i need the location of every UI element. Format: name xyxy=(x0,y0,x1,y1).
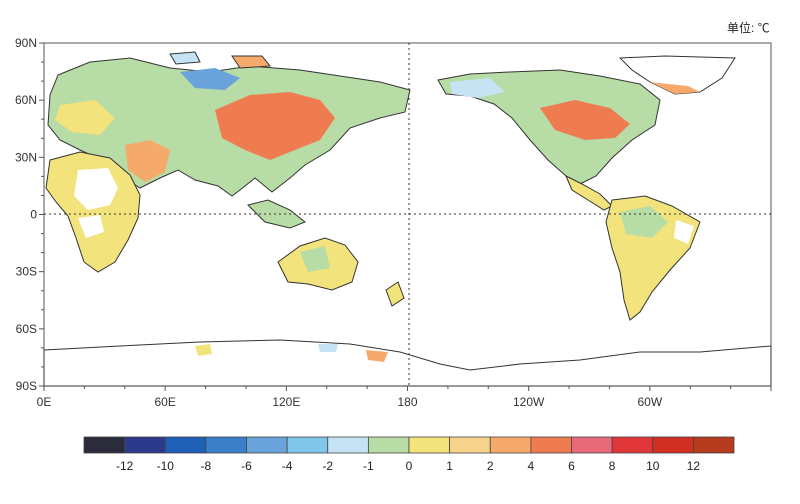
lon-axis: 0E 60E 120E 180 120W 60W xyxy=(37,386,772,409)
north-america-warm-region xyxy=(540,100,630,140)
central-africa-blank-region xyxy=(78,215,104,238)
colorbar-swatch xyxy=(286,436,329,454)
greenland-warm-rim xyxy=(650,82,700,94)
lat-label: 60N xyxy=(15,93,37,107)
temperature-anomaly-map: 90N 60N 30N 0 30S 60S 90S 0E 60E 120E 180 120W 60W xyxy=(15,36,772,409)
colorbar-swatch xyxy=(327,436,369,454)
colorbar-label: -8 xyxy=(201,459,212,473)
colorbar-swatch xyxy=(449,436,491,454)
colorbar-label: -6 xyxy=(241,459,252,473)
lat-label: 30N xyxy=(15,150,37,164)
brazil-blank-region xyxy=(674,220,694,244)
north-america-landmass xyxy=(437,69,661,185)
colorbar-label: 8 xyxy=(609,459,616,473)
arabia-warm-region xyxy=(125,140,170,182)
colorbar-label: -4 xyxy=(282,459,293,473)
colorbar-swatches xyxy=(83,436,735,454)
colorbar-label: 12 xyxy=(687,459,701,473)
colorbar-label: 1 xyxy=(446,459,453,473)
lat-label: 0 xyxy=(30,208,37,222)
lon-label: 0E xyxy=(37,395,52,409)
new-zealand xyxy=(385,281,405,307)
europe-yellow-region xyxy=(55,100,115,135)
colorbar-label: -12 xyxy=(116,459,134,473)
colorbar-label: 10 xyxy=(646,459,660,473)
colorbar-swatch xyxy=(367,436,410,454)
siberian-islands xyxy=(231,55,271,69)
colorbar-swatch xyxy=(611,436,654,454)
africa-landmass xyxy=(45,151,141,273)
lon-label: 60E xyxy=(154,395,175,409)
antarctica-warm-spot-1 xyxy=(195,344,212,356)
colorbar-swatch xyxy=(83,436,126,454)
colorbar-swatch xyxy=(246,436,288,454)
continents xyxy=(43,51,772,387)
colorbar-label: 0 xyxy=(406,459,413,473)
colorbar-label: 2 xyxy=(487,459,494,473)
lat-label: 30S xyxy=(16,265,37,279)
colorbar-label: 6 xyxy=(568,459,575,473)
colorbar-swatch xyxy=(652,436,694,454)
colorbar-label: -1 xyxy=(363,459,374,473)
australia-green-region xyxy=(300,246,330,272)
asia-warm-region xyxy=(215,92,335,160)
colorbar: -12 -10 -8 -6 -4 -2 -1 0 1 2 4 6 8 10 12 xyxy=(83,436,735,473)
antarctica-coastline xyxy=(43,339,772,387)
lat-label: 60S xyxy=(16,322,37,336)
colorbar-swatch xyxy=(530,436,572,454)
colorbar-swatch xyxy=(692,436,735,454)
colorbar-swatch xyxy=(124,436,166,454)
central-america xyxy=(565,174,613,211)
lon-label: 180 xyxy=(397,395,417,409)
lat-axis: 90N 60N 30N 0 30S 60S 90S xyxy=(15,36,44,393)
colorbar-label: -2 xyxy=(322,459,333,473)
colorbar-swatch xyxy=(571,436,613,454)
colorbar-labels: -12 -10 -8 -6 -4 -2 -1 0 1 2 4 6 8 10 12 xyxy=(116,459,700,473)
lat-label: 90N xyxy=(15,36,37,50)
antarctica-cool-spot xyxy=(318,344,338,352)
lon-label: 120W xyxy=(513,395,545,409)
colorbar-swatch xyxy=(408,436,451,454)
colorbar-swatch xyxy=(205,436,247,454)
colorbar-swatch xyxy=(164,436,207,454)
colorbar-swatch xyxy=(489,436,532,454)
alaska-cool-region xyxy=(450,78,505,98)
colorbar-label: 4 xyxy=(528,459,535,473)
units-label: 单位: ℃ xyxy=(727,21,770,35)
lon-label: 120E xyxy=(272,395,300,409)
lat-label: 90S xyxy=(16,379,37,393)
sahara-blank-region xyxy=(74,168,118,210)
colorbar-label: -10 xyxy=(157,459,175,473)
lon-label: 60W xyxy=(637,395,662,409)
svalbard-region xyxy=(169,51,201,65)
se-asia-islands xyxy=(247,199,306,229)
siberia-cool-region xyxy=(180,68,240,90)
antarctica-warm-spot-2 xyxy=(366,350,388,362)
